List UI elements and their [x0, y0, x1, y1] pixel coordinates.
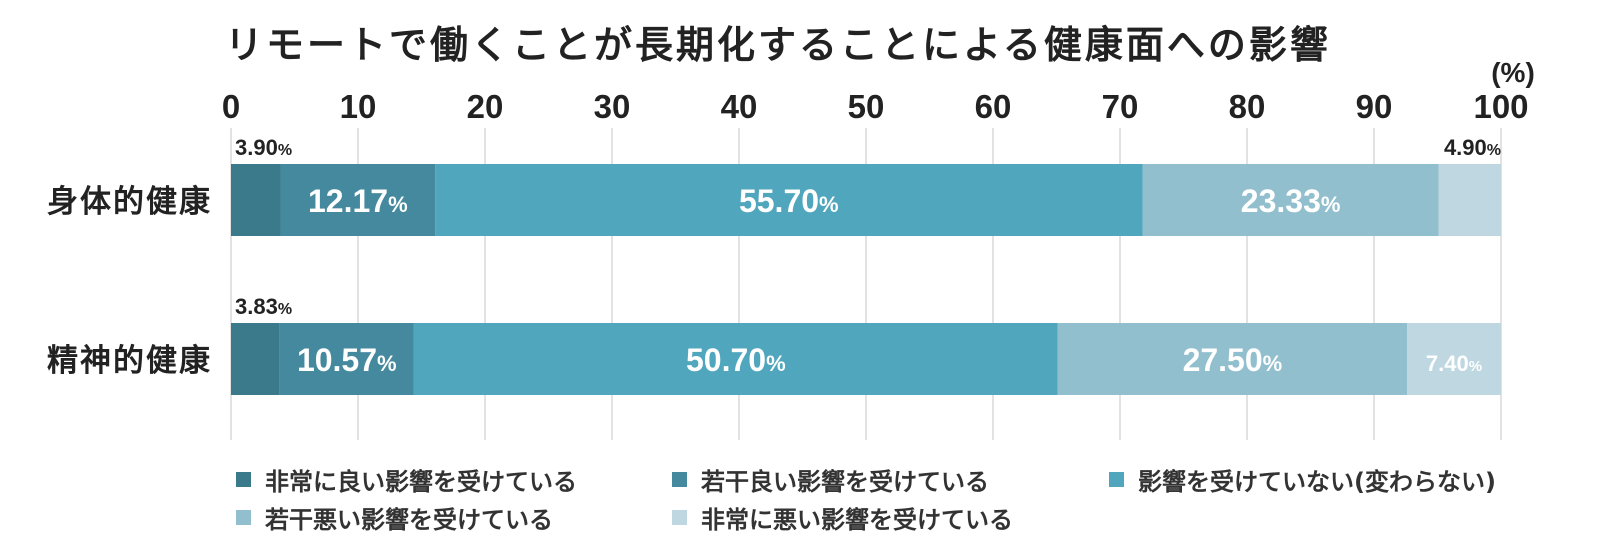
legend-item: 非常に悪い影響を受けている — [672, 500, 1013, 535]
data-label-suffix: % — [377, 351, 397, 376]
x-tick-label: 80 — [1229, 88, 1266, 125]
x-tick-label: 100 — [1473, 88, 1528, 125]
bar-segment — [435, 164, 1143, 236]
data-label: 4.90% — [1444, 135, 1501, 160]
x-tick-label: 40 — [721, 88, 758, 125]
bar-segment — [1438, 164, 1501, 236]
bar-segment — [280, 164, 436, 236]
data-label-suffix: % — [1469, 358, 1482, 375]
data-label-suffix: % — [278, 301, 292, 318]
legend-item: 若干良い影響を受けている — [672, 462, 989, 497]
data-label-suffix: % — [278, 142, 292, 159]
data-label-suffix: % — [1263, 351, 1283, 376]
data-label: 3.83% — [235, 294, 292, 319]
bar-segment — [1057, 323, 1408, 395]
legend-item: 若干悪い影響を受けている — [236, 500, 553, 535]
data-label: 3.90% — [235, 135, 292, 160]
x-tick-label: 10 — [340, 88, 377, 125]
legend-label: 非常に悪い影響を受けている — [701, 506, 1013, 534]
legend-swatch — [236, 472, 251, 487]
bar-segment — [231, 323, 280, 395]
legend-label: 若干悪い影響を受けている — [265, 506, 553, 534]
legend-label: 若干良い影響を受けている — [701, 468, 989, 496]
x-tick-label: 50 — [848, 88, 885, 125]
x-tick-label: 90 — [1356, 88, 1393, 125]
x-tick-label: 30 — [594, 88, 631, 125]
unit-label: (%) — [1491, 57, 1535, 88]
bar-segment — [1407, 323, 1501, 395]
legend-swatch — [1109, 472, 1124, 487]
data-label-suffix: % — [1321, 192, 1341, 217]
x-tick-label: 0 — [222, 88, 240, 125]
category-label: 精神的健康 — [47, 343, 212, 378]
bar-segment — [1142, 164, 1439, 236]
legend-swatch — [672, 472, 687, 487]
x-tick-label: 60 — [975, 88, 1012, 125]
bar-segment — [279, 323, 414, 395]
x-tick-label: 20 — [467, 88, 504, 125]
data-label-suffix: % — [388, 192, 408, 217]
bar-segment — [413, 323, 1058, 395]
legend-label: 非常に良い影響を受けている — [265, 468, 577, 496]
bar-segment — [231, 164, 281, 236]
legend-swatch — [672, 510, 687, 525]
category-label: 身体的健康 — [47, 184, 212, 219]
data-label-suffix: % — [1487, 142, 1501, 159]
x-tick-label: 70 — [1102, 88, 1139, 125]
legend-item: 影響を受けていない(変わらない) — [1109, 462, 1496, 497]
data-label-suffix: % — [766, 351, 786, 376]
legend-label: 影響を受けていない(変わらない) — [1138, 468, 1496, 496]
legend-swatch — [236, 510, 251, 525]
data-label-suffix: % — [819, 192, 839, 217]
legend-item: 非常に良い影響を受けている — [236, 462, 577, 497]
data-label: 12.17% — [308, 183, 408, 219]
chart-title: リモートで働くことが長期化することによる健康面への影響 — [225, 23, 1331, 67]
